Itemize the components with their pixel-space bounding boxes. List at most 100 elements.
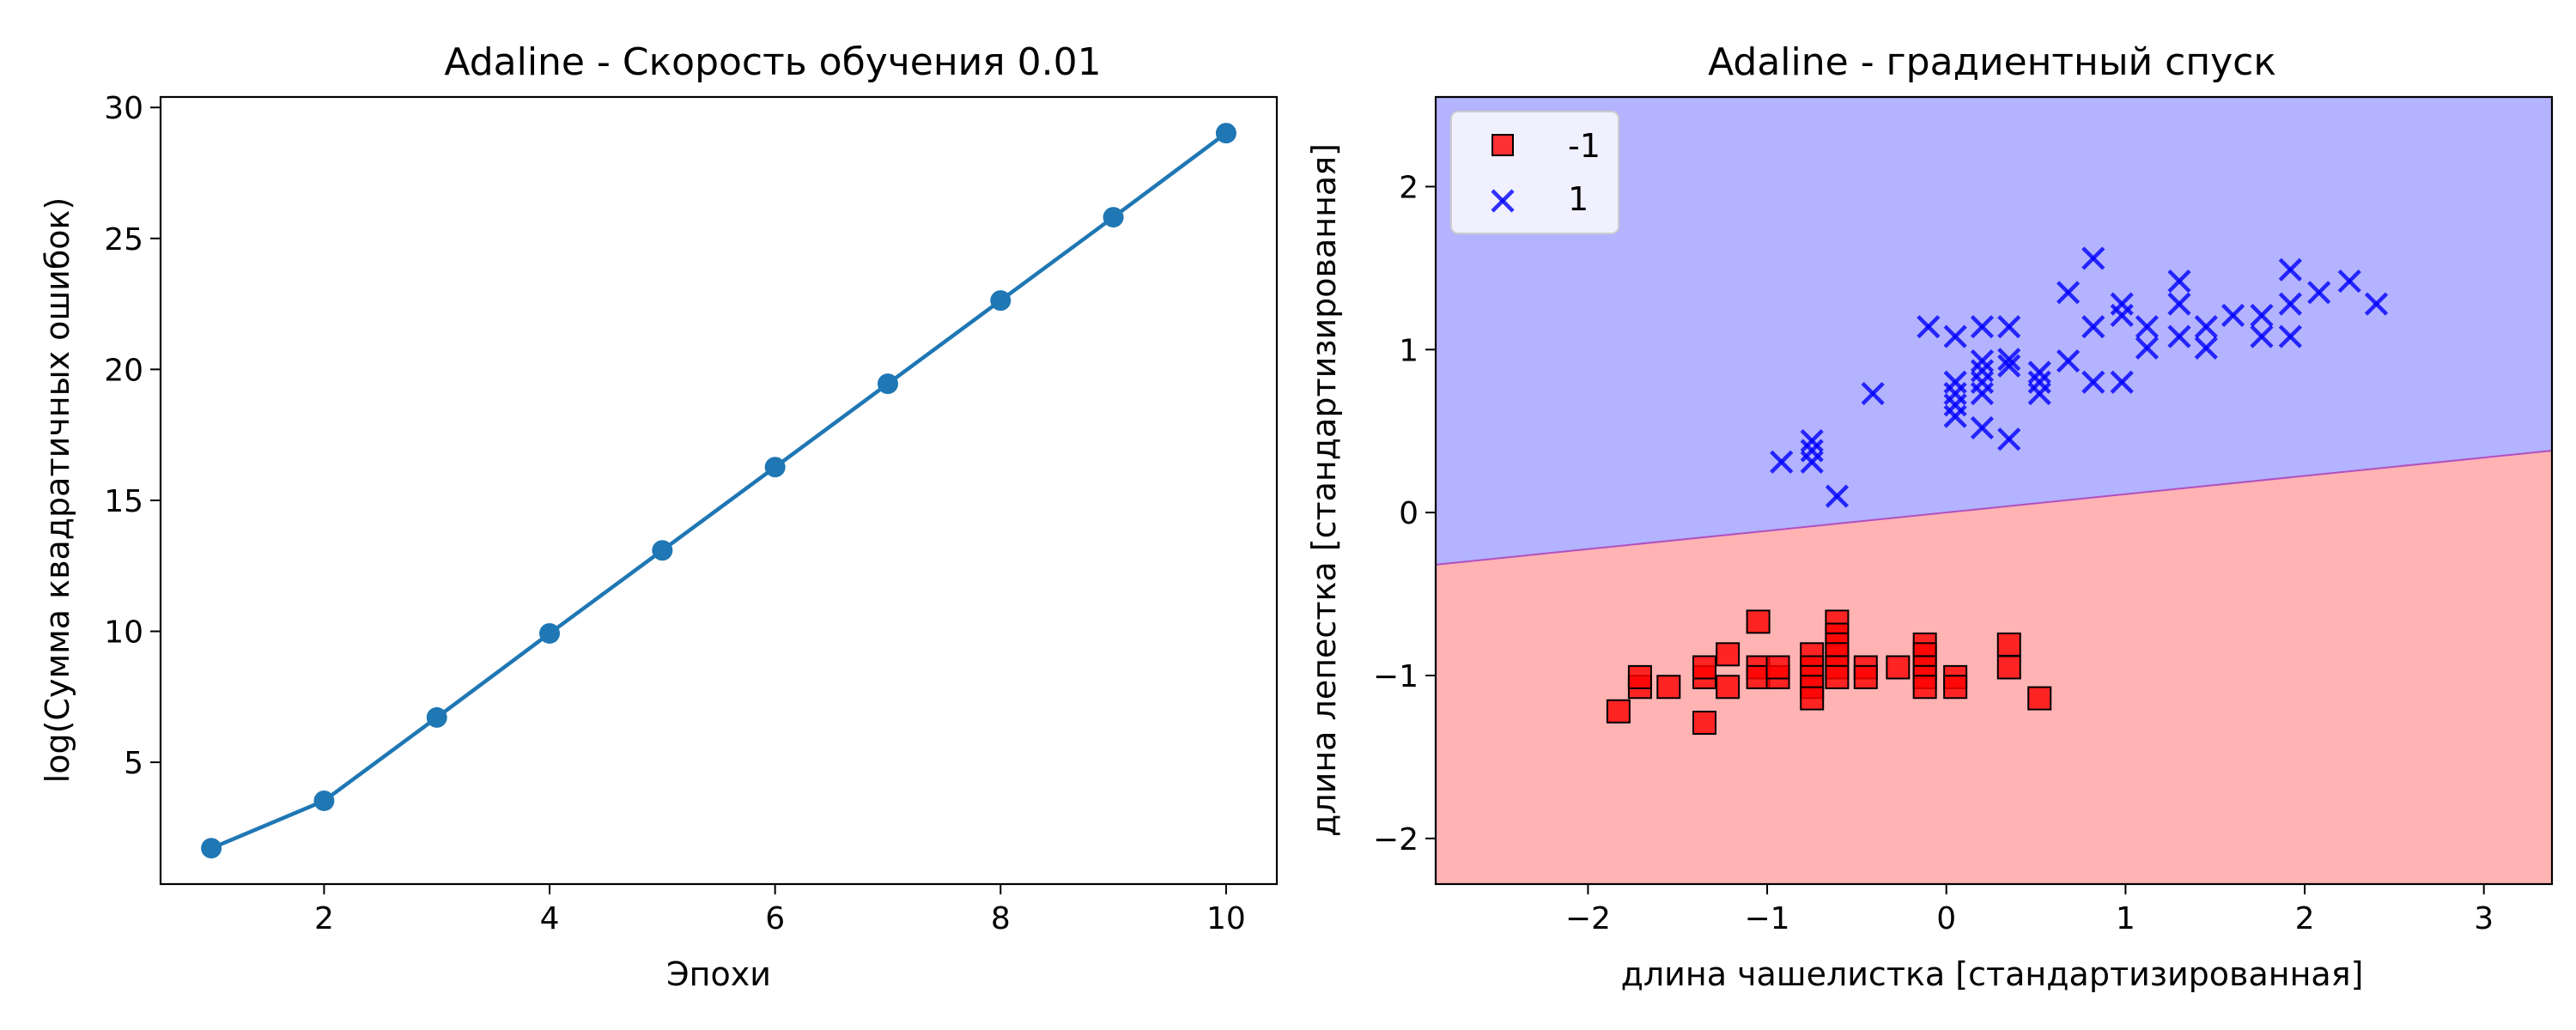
- chart1-xtick-label: 6: [765, 901, 785, 936]
- chart2-ytick-label: 1: [1399, 333, 1419, 368]
- scatter-point-pos: [2194, 336, 2218, 360]
- scatter-point-pos: [2081, 370, 2105, 394]
- chart2-ylabel: длина лепестка [стандартизированная]: [1305, 143, 1343, 837]
- scatter-point-neg: [1692, 655, 1717, 680]
- scatter-point-neg: [1996, 655, 2021, 680]
- legend-marker-x: [1491, 189, 1515, 213]
- scatter-point-pos: [2250, 303, 2274, 327]
- chart1-ytick-label: 5: [124, 746, 143, 781]
- chart2-axes-frame: [1434, 95, 2554, 886]
- scatter-point-pos: [2250, 324, 2274, 348]
- scatter-point-pos: [1861, 381, 1885, 406]
- scatter-point-pos: [2337, 269, 2361, 294]
- scatter-point-pos: [2027, 360, 2051, 385]
- scatter-point-pos: [2167, 269, 2191, 294]
- chart1-xtick-label: 10: [1206, 901, 1246, 936]
- scatter-point-pos: [1800, 450, 1824, 474]
- chart2-xtick-label: 2: [2295, 901, 2315, 936]
- scatter-point-pos: [2364, 292, 2389, 316]
- chart1-data-point: [539, 622, 561, 644]
- scatter-point-neg: [1746, 664, 1771, 689]
- chart1-series-line: [210, 131, 1228, 851]
- chart2-legend: -1 1: [1450, 111, 1619, 234]
- chart2-ytick-label: −2: [1373, 822, 1419, 857]
- legend-label-pos: 1: [1568, 180, 1589, 218]
- chart2-ytick-label: −1: [1373, 659, 1419, 694]
- chart1-plot-area: [201, 123, 1236, 859]
- scatter-point-pos: [2027, 381, 2051, 406]
- scatter-point-pos: [2167, 324, 2191, 348]
- scatter-point-pos: [2135, 315, 2160, 339]
- scatter-point-pos: [1970, 348, 1995, 373]
- scatter-point-neg: [1716, 642, 1741, 667]
- scatter-point-pos: [1770, 450, 1794, 474]
- chart1-xtick-label: 2: [314, 901, 334, 936]
- scatter-point-pos: [2194, 315, 2218, 339]
- scatter-point-pos: [2110, 303, 2134, 327]
- scatter-point-neg: [2027, 686, 2052, 711]
- chart1-data-point: [201, 838, 222, 859]
- chart2-xtick-label: 3: [2474, 901, 2494, 936]
- region-class-neg: [1436, 450, 2552, 884]
- chart2-xtick-label: −2: [1565, 901, 1611, 936]
- chart1-data-point: [1215, 123, 1236, 144]
- chart1-data-point: [313, 790, 335, 811]
- chart2-ticks: −2 −1 0 1 2 3 −2 −1 0 1 2: [1373, 170, 2494, 936]
- scatter-point-neg: [1746, 609, 1771, 634]
- scatter-point-neg: [1716, 675, 1741, 700]
- scatter-point-neg: [1800, 686, 1825, 711]
- legend-label-neg: -1: [1568, 127, 1601, 165]
- decision-boundary-line: [1435, 449, 2553, 566]
- scatter-point-pos: [2278, 292, 2302, 316]
- chart2-title: Adaline - градиентный спуск: [1708, 40, 2276, 84]
- scatter-point-pos: [2110, 370, 2134, 394]
- scatter-point-pos: [1917, 315, 1941, 339]
- scatter-point-neg: [1656, 675, 1681, 700]
- scatter-point-pos: [2057, 348, 2081, 373]
- chart1-ytick-label: 10: [104, 615, 143, 651]
- scatter-point-neg: [1853, 664, 1878, 689]
- scatter-point-pos: [2167, 292, 2191, 316]
- scatter-point-pos: [1970, 315, 1995, 339]
- scatter-point-pos: [2221, 303, 2245, 327]
- chart1-data-point: [990, 290, 1012, 312]
- chart-decision-regions: Adaline - градиентный спуск −2 −1 0 1 2 3 −2 −1…: [1305, 40, 2554, 993]
- scatter-point-pos: [2278, 258, 2302, 282]
- chart2-plot-area: [1606, 246, 2389, 736]
- chart1-axes-frame: [159, 95, 1279, 886]
- chart1-data-point: [764, 457, 786, 478]
- scatter-point-neg: [1996, 632, 2021, 657]
- scatter-point-pos: [1997, 348, 2021, 372]
- scatter-point-pos: [1997, 315, 2021, 339]
- scatter-point-neg: [1912, 675, 1937, 700]
- scatter-point-neg: [1886, 655, 1911, 680]
- scatter-point-neg: [1606, 699, 1631, 724]
- scatter-point-pos: [1997, 354, 2021, 378]
- chart2-decision-regions: [1435, 97, 2553, 884]
- scatter-point-pos: [1943, 324, 1967, 348]
- scatter-point-neg: [1825, 664, 1850, 689]
- scatter-point-pos: [1997, 427, 2021, 451]
- chart1-xlabel: Эпохи: [666, 955, 771, 993]
- scatter-point-pos: [1800, 429, 1824, 453]
- chart1-ytick-label: 30: [104, 91, 143, 126]
- chart-epochs-cost: Adaline - Скорость обучения 0.01 2 4 6 8 10 5…: [39, 40, 1279, 993]
- chart2-xtick-label: −1: [1744, 901, 1789, 936]
- scatter-point-neg: [1765, 655, 1790, 680]
- chart1-data-point: [877, 373, 898, 395]
- chart1-ytick-label: 25: [104, 222, 143, 258]
- chart1-xtick-label: 4: [540, 901, 560, 936]
- chart2-xtick-label: 1: [2116, 901, 2136, 936]
- scatter-point-pos: [1825, 484, 1850, 508]
- scatter-point-neg: [1627, 664, 1652, 689]
- legend-marker-square: [1492, 134, 1514, 156]
- scatter-point-pos: [1943, 404, 1967, 428]
- scatter-point-pos: [2135, 336, 2160, 360]
- scatter-point-pos: [1970, 381, 1995, 406]
- scatter-point-pos: [2278, 324, 2302, 348]
- chart1-data-point: [652, 540, 673, 561]
- chart1-data-point: [426, 706, 447, 728]
- chart2-xlabel: длина чашелистка [стандартизированная]: [1621, 955, 2364, 993]
- scatter-point-pos: [2307, 281, 2331, 305]
- chart1-ticks: 2 4 6 8 10 5 10 15 20 25 30: [104, 91, 1246, 936]
